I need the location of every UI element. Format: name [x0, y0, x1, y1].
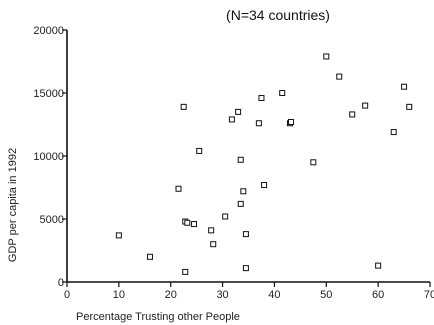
- x-tick-label: 30: [216, 289, 228, 301]
- scatter-point: [237, 200, 244, 207]
- scatter-point: [208, 227, 215, 234]
- scatter-point: [222, 213, 229, 220]
- scatter-point: [375, 262, 382, 269]
- scatter-point: [362, 102, 369, 109]
- scatter-point: [288, 118, 295, 125]
- scatter-point: [323, 53, 330, 60]
- y-tick-label: 10000: [33, 151, 64, 163]
- scatter-point: [242, 231, 249, 238]
- scatter-point: [310, 159, 317, 166]
- x-tick-label: 40: [268, 289, 280, 301]
- x-axis-ticks: 0 10 20 30 40 50 60 70: [64, 282, 434, 301]
- scatter-point: [175, 185, 182, 192]
- x-tick-label: 0: [64, 289, 70, 301]
- scatter-point: [237, 156, 244, 163]
- y-axis-title: GDP per capita in 1992: [7, 148, 19, 262]
- scatter-point: [191, 221, 198, 228]
- scatter-point: [146, 253, 153, 260]
- x-tick-label: 10: [113, 289, 125, 301]
- scatter-point: [258, 95, 265, 102]
- x-tick-label: 70: [424, 289, 434, 301]
- chart-title: (N=34 countries): [226, 7, 330, 23]
- scatter-point: [240, 188, 247, 195]
- data-points: [115, 53, 413, 275]
- y-axis-ticks: 0 5000 10000 15000 20000: [33, 25, 67, 289]
- scatter-point: [406, 103, 413, 110]
- x-axis-title: Percentage Trusting other People: [76, 311, 240, 323]
- scatter-point: [261, 181, 268, 188]
- scatter-point: [255, 120, 262, 127]
- y-tick-label: 0: [58, 277, 64, 289]
- scatter-point: [184, 219, 191, 226]
- scatter-point: [390, 129, 397, 136]
- scatter-point: [336, 73, 343, 80]
- scatter-point: [349, 111, 356, 118]
- y-tick-label: 5000: [40, 214, 64, 226]
- scatter-point: [235, 108, 242, 115]
- y-tick-label: 20000: [33, 25, 64, 37]
- scatter-point: [180, 103, 187, 110]
- scatter-point: [182, 268, 189, 275]
- x-tick-label: 50: [320, 289, 332, 301]
- y-tick-label: 15000: [33, 88, 64, 100]
- scatter-point: [196, 147, 203, 154]
- scatter-point: [228, 116, 235, 123]
- x-tick-label: 20: [165, 289, 177, 301]
- x-tick-label: 60: [372, 289, 384, 301]
- scatter-point: [115, 232, 122, 239]
- scatter-point: [279, 90, 286, 96]
- scatter-point: [401, 83, 408, 90]
- scatter-point: [242, 265, 249, 272]
- plot-area: [66, 30, 430, 283]
- scatter-point: [210, 241, 217, 248]
